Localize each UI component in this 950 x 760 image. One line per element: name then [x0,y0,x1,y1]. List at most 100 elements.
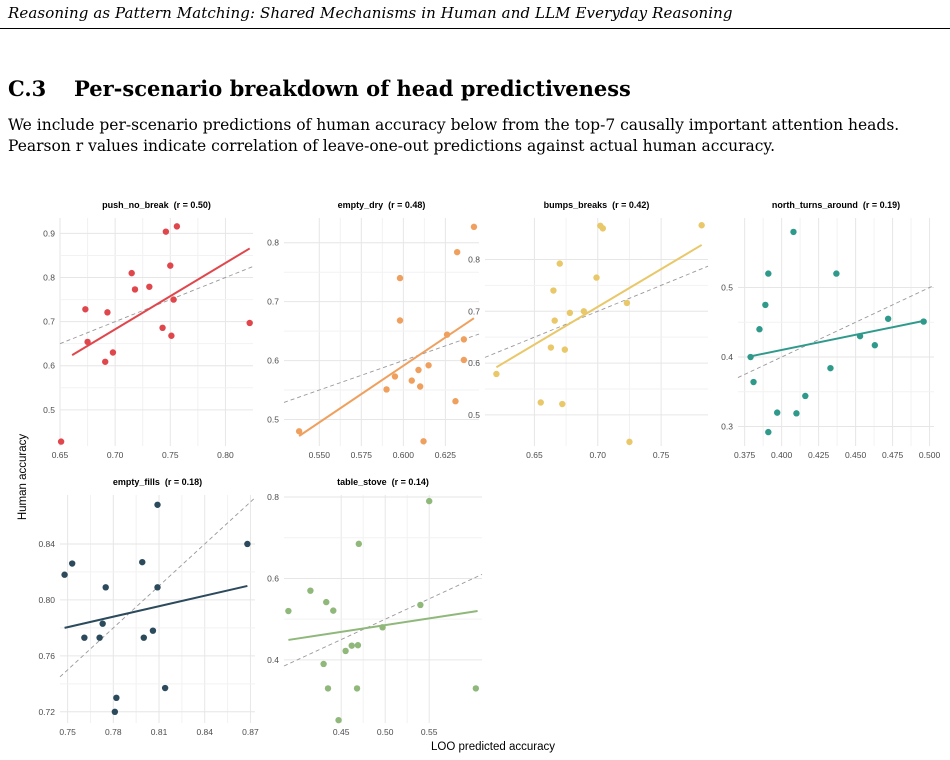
x-tick-label: 0.70 [107,450,124,460]
data-point [379,624,386,631]
data-point [81,634,88,641]
data-point [408,377,415,384]
data-point [884,315,892,322]
data-point [96,634,103,641]
x-tick-label: 0.625 [435,450,457,460]
data-point [330,607,337,614]
data-point [774,409,781,416]
data-point [113,694,120,702]
x-tick-label: 0.45 [333,727,350,737]
data-point [762,301,769,309]
x-tick-label: 0.550 [309,450,331,460]
x-tick-label: 0.65 [526,450,543,460]
y-tick-label: 0.6 [267,573,279,583]
y-tick-label: 0.9 [43,228,55,238]
x-tick-label: 0.425 [808,450,830,460]
data-point [342,647,349,655]
x-tick-label: 0.75 [653,450,670,460]
x-tick-label: 0.70 [589,450,606,460]
fit-line [750,319,924,358]
data-point [827,364,834,372]
data-point [246,319,253,327]
data-point [61,571,68,578]
y-tick-label: 0.80 [38,595,55,605]
data-point [793,410,800,417]
data-point [391,373,399,380]
data-point [920,318,927,325]
data-point [537,399,544,406]
panel-title: bumps_breaks (r = 0.42) [544,200,650,210]
data-point [168,332,175,339]
data-point [765,270,772,277]
data-point [833,270,840,277]
x-tick-label: 0.78 [105,727,122,737]
y-tick-label: 0.72 [38,707,55,717]
section-heading: C.3 Per-scenario breakdown of head predic… [8,76,631,101]
data-point [871,342,879,349]
x-tick-label: 0.600 [393,450,415,460]
x-tick-label: 0.375 [734,450,756,460]
data-point [84,338,91,346]
scatter-panel: 0.550 0.575 0.600 0.625 0.5 0.6 0.7 0.8 empty_dr… [267,200,480,460]
data-point [173,223,181,230]
data-point [57,438,65,445]
data-point [354,642,362,649]
y-tick-label: 0.5 [721,283,733,293]
x-tick-label: 0.75 [59,727,76,737]
data-point [425,362,432,369]
data-point [102,358,109,365]
y-tick-label: 0.8 [43,273,55,283]
data-point [320,660,327,668]
scatter-panel: 0.75 0.78 0.81 0.84 0.87 0.72 0.76 0.80 0.84 empt… [38,477,259,737]
data-point [154,501,161,508]
y-tick-label: 0.8 [267,492,279,502]
data-point [295,428,303,435]
y-tick-label: 0.5 [43,405,55,415]
x-tick-label: 0.87 [242,727,259,737]
data-point [162,228,170,235]
data-point [551,317,558,324]
data-point [170,296,177,303]
x-tick-label: 0.84 [196,727,213,737]
fit-line [64,584,248,629]
data-point [149,627,157,634]
data-point [111,708,119,716]
y-tick-label: 0.4 [721,352,733,362]
data-point [561,346,569,353]
data-point [131,286,139,293]
identity-line [737,285,935,378]
data-point [415,366,422,374]
data-point [396,274,404,282]
y-tick-label: 0.7 [267,297,279,307]
x-axis-title: LOO predicted accuracy [431,741,555,753]
y-tick-label: 0.6 [267,356,279,366]
running-header: Reasoning as Pattern Matching: Shared Me… [8,4,733,22]
data-point [593,274,600,281]
data-point [285,607,292,615]
data-point [470,223,478,231]
x-tick-label: 0.50 [377,727,394,737]
x-tick-label: 0.400 [771,450,793,460]
data-point [324,685,332,692]
panel-title: empty_fills (r = 0.18) [113,477,202,487]
y-tick-label: 0.8 [267,238,279,248]
data-point [420,438,427,445]
panel-title: empty_dry (r = 0.48) [338,200,426,210]
data-point [460,336,468,343]
data-point [453,248,461,256]
data-point [452,398,459,405]
fit-line [298,317,475,437]
data-point [802,392,809,400]
data-point [747,353,754,361]
data-point [443,331,451,338]
identity-line [283,333,480,403]
data-point [599,225,607,232]
x-tick-label: 0.80 [217,450,234,460]
data-point [82,306,89,313]
data-point [756,326,763,333]
data-point [139,558,146,566]
data-point [159,324,166,332]
data-point [493,370,500,378]
data-point [353,685,361,692]
panel-title: north_turns_around (r = 0.19) [772,200,900,210]
